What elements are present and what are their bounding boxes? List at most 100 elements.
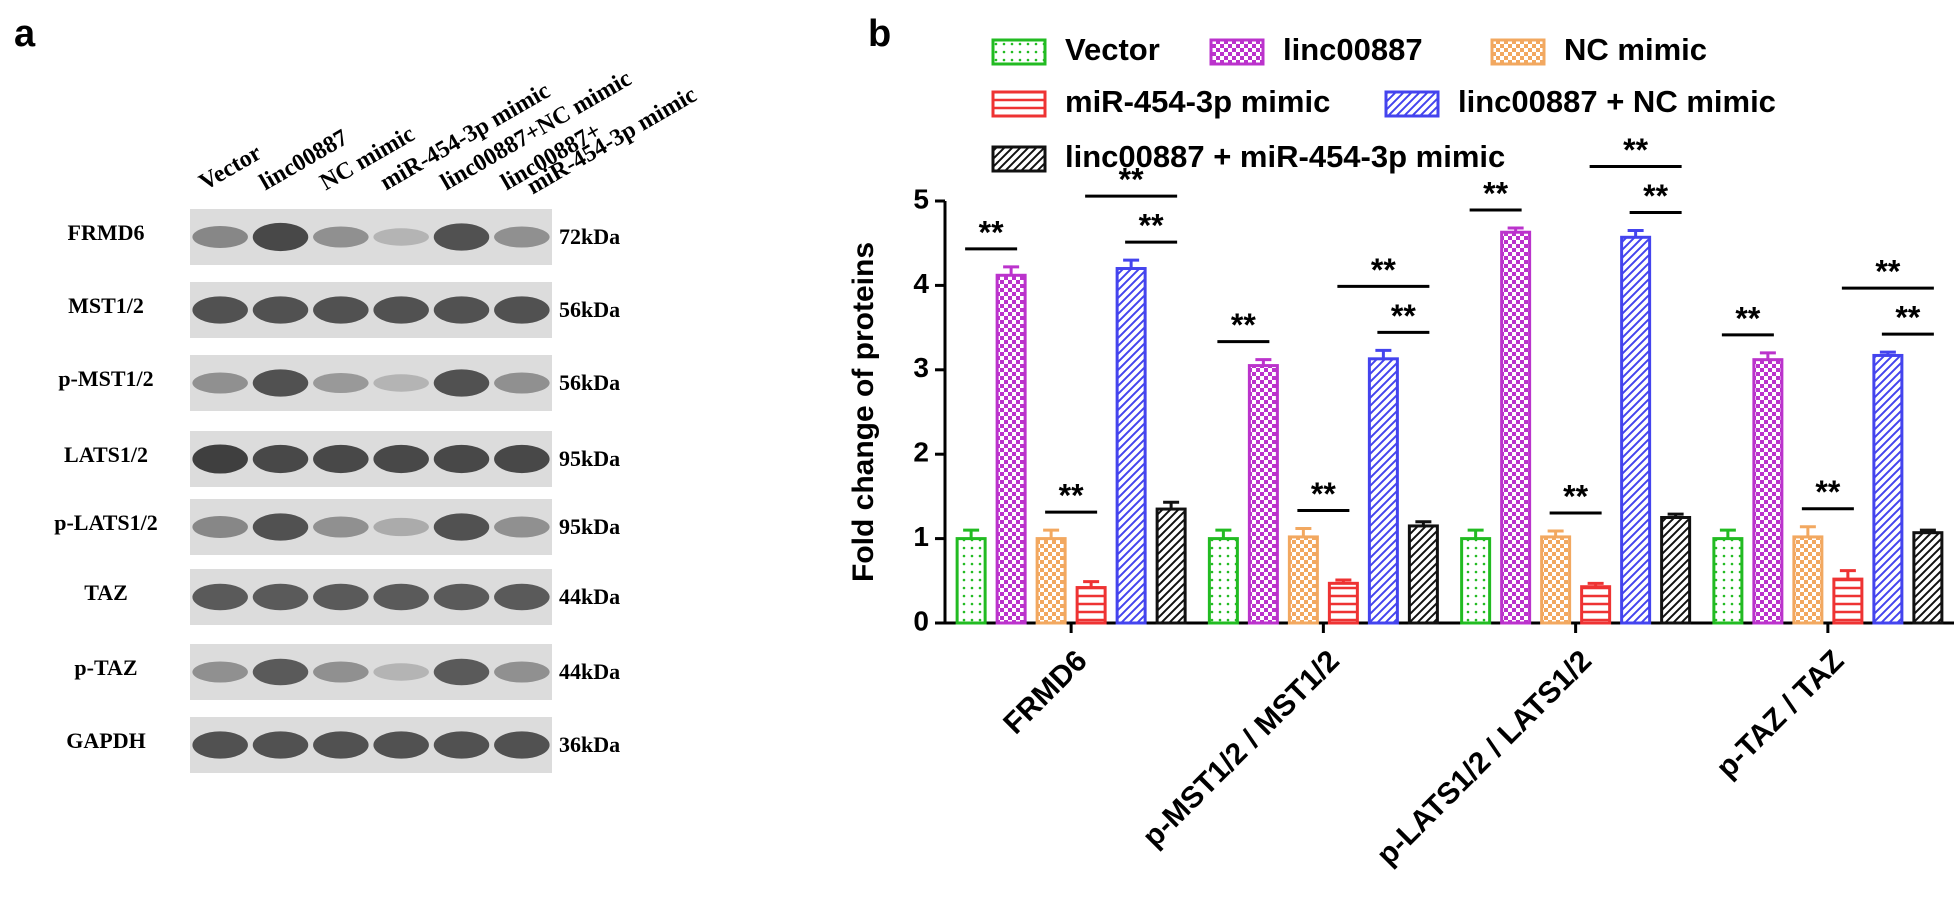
blot-band [192,296,248,324]
error-bar [1587,581,1604,587]
blot-band [313,661,369,683]
error-bar [1415,520,1432,526]
significance-label: ** [1231,307,1256,343]
blot-band [192,516,248,538]
blot-band [313,516,369,538]
legend-label: linc00887 [1283,32,1423,67]
protein-label: LATS1/2 [64,442,148,467]
blot-band [252,583,309,611]
significance-label: ** [1643,178,1668,214]
blot-band [252,731,309,759]
error-bar [1467,528,1484,539]
error-bar [1839,569,1856,580]
protein-label: p-TAZ [74,655,137,680]
size-label: 36kDa [559,732,620,757]
blot-strip [190,355,552,411]
significance-label: ** [1623,132,1648,168]
error-bar [1163,500,1180,510]
error-bar [1719,528,1736,539]
legend-label: linc00887 + miR-454-3p mimic [1065,139,1505,174]
bar [1832,577,1864,625]
legend-swatch [991,90,1047,118]
blot-strip [190,282,552,338]
error-bar [1215,528,1232,539]
blot-band [252,296,309,324]
blot-band [433,223,490,251]
panel-label: a [14,13,36,55]
significance-label: ** [1735,300,1760,336]
error-bar [1627,229,1644,238]
legend-swatch [1490,38,1546,66]
error-bar [1667,512,1684,518]
y-tick-label: 2 [913,437,929,468]
bar [1247,364,1279,625]
legend-label: Vector [1065,32,1160,67]
significance-label: ** [1815,474,1840,510]
significance-label: ** [979,214,1004,250]
error-bar [1255,358,1272,366]
y-tick-label: 5 [913,183,929,214]
significance-label: ** [1139,208,1164,244]
legend-label: miR-454-3p mimic [1065,84,1330,119]
blot-band [252,513,309,541]
error-bar [1003,265,1020,276]
blot-strip [190,209,552,265]
x-tick-label: p-TAZ / TAZ [1710,644,1850,784]
blot-band [192,661,248,683]
blot-band [373,296,429,324]
significance-label: ** [1391,298,1416,334]
blot-band [192,444,248,474]
blot-band [494,731,550,759]
blot-band [192,731,248,759]
significance-label: ** [1371,252,1396,288]
y-tick-label: 4 [913,268,929,299]
error-bar [1547,529,1564,537]
blot-band [494,516,550,538]
blot-strip [190,644,552,700]
blot-band [373,228,429,246]
blot-band [373,731,429,759]
significance-label: ** [1119,162,1144,198]
y-tick-label: 0 [913,605,929,636]
protein-label: p-MST1/2 [58,366,153,391]
blot-band [373,583,429,611]
bar [1155,507,1187,625]
blot-band [252,658,309,686]
lane-label: Vector [195,140,266,196]
blot-band [192,226,248,248]
x-tick-label: p-MST1/2 / MST1/2 [1136,644,1346,854]
legend-label: linc00887 + NC mimic [1458,84,1776,119]
blot-band [192,583,248,611]
blot-band [373,374,429,392]
bar [1660,516,1692,625]
error-bar [1375,348,1392,359]
blot-band [494,226,550,248]
bar [1580,585,1612,625]
bar [1872,353,1904,625]
blot-band [252,444,309,474]
blot-band [433,583,490,611]
blot-band [313,372,369,394]
protein-label: FRMD6 [68,220,145,245]
bar [1620,235,1652,625]
blot-band [433,369,490,397]
bar [1327,581,1359,625]
blot-band [252,369,309,397]
error-bar [1335,578,1352,584]
error-bar [1507,226,1524,233]
blot-band [313,444,369,474]
bar [1792,535,1824,625]
blot-strip [190,717,552,773]
y-axis-title: Fold change of proteins [847,242,880,582]
bar [1500,230,1532,625]
blot-band [433,513,490,541]
size-label: 44kDa [559,659,620,684]
legend-swatch [991,145,1047,173]
protein-label: p-LATS1/2 [54,510,158,535]
y-tick-label: 3 [913,352,929,383]
bar [995,273,1027,625]
error-bar [1123,258,1140,269]
protein-label: GAPDH [66,728,145,753]
bar [1460,537,1492,625]
